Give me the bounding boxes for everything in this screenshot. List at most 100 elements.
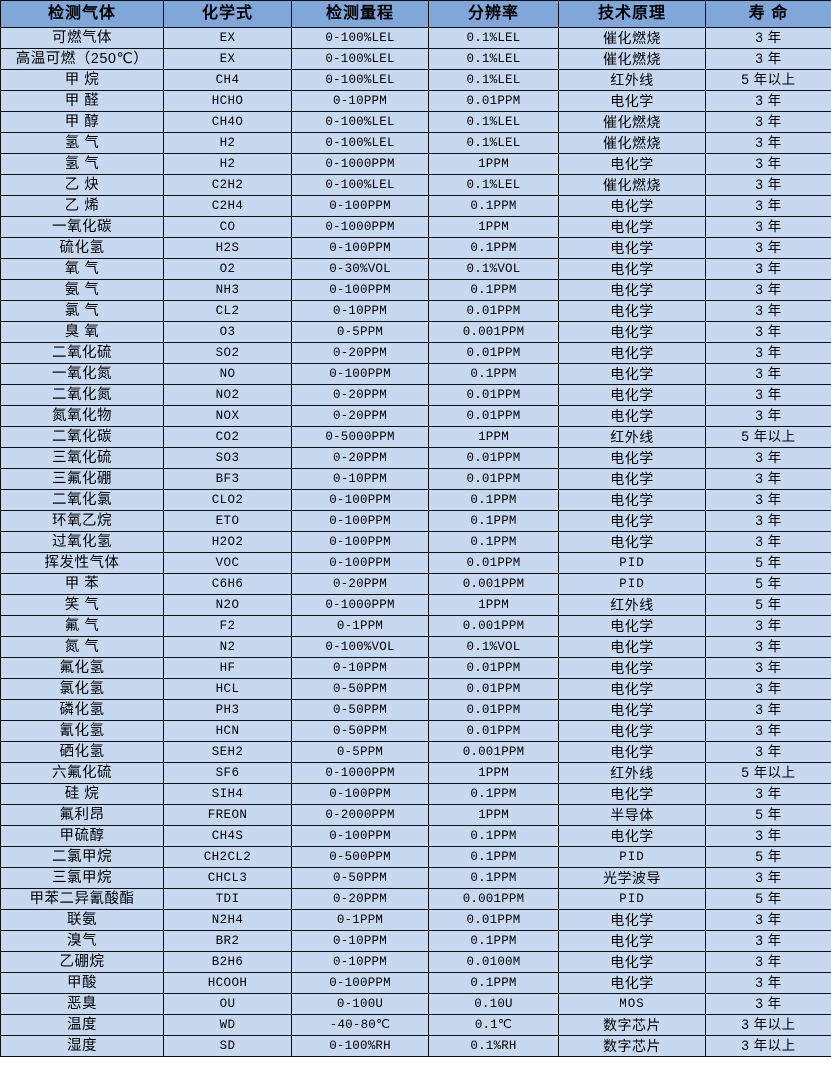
cell-lifespan: 3 年 bbox=[705, 930, 831, 952]
cell-gas: 氯化氢 bbox=[0, 678, 164, 700]
cell-range: 0-100%LEL bbox=[291, 111, 429, 133]
cell-technology: MOS bbox=[558, 993, 706, 1015]
cell-range: 0-100PPM bbox=[291, 489, 429, 511]
cell-gas: 甲酸 bbox=[0, 972, 164, 994]
column-header-lifespan: 寿 命 bbox=[705, 0, 831, 28]
cell-lifespan: 3 年 bbox=[705, 237, 831, 259]
cell-formula: SD bbox=[163, 1035, 292, 1057]
cell-gas: 氯 气 bbox=[0, 300, 164, 322]
cell-resolution: 1PPM bbox=[428, 216, 559, 238]
cell-technology: 电化学 bbox=[558, 951, 706, 973]
cell-gas: 乙 烯 bbox=[0, 195, 164, 217]
cell-technology: 催化燃烧 bbox=[558, 48, 706, 70]
cell-formula: NO2 bbox=[163, 384, 292, 406]
cell-resolution: 0.10U bbox=[428, 993, 559, 1015]
cell-range: 0-100%VOL bbox=[291, 636, 429, 658]
cell-formula: NO bbox=[163, 363, 292, 385]
cell-resolution: 0.01PPM bbox=[428, 552, 559, 574]
table-row: 二氧化氯 CLO2 0-100PPM 0.1PPM 电化学 3 年 bbox=[0, 489, 831, 511]
cell-resolution: 0.1%VOL bbox=[428, 258, 559, 280]
cell-resolution: 0.01PPM bbox=[428, 657, 559, 679]
table-row: 甲硫醇 CH4S 0-100PPM 0.1PPM 电化学 3 年 bbox=[0, 825, 831, 847]
cell-technology: 电化学 bbox=[558, 300, 706, 322]
cell-gas: 氮氧化物 bbox=[0, 405, 164, 427]
cell-gas: 溴气 bbox=[0, 930, 164, 952]
cell-lifespan: 3 年 bbox=[705, 300, 831, 322]
column-header-resolution: 分辨率 bbox=[428, 0, 559, 28]
cell-gas: 臭 氧 bbox=[0, 321, 164, 343]
table-row: 溴气 BR2 0-10PPM 0.1PPM 电化学 3 年 bbox=[0, 930, 831, 952]
cell-formula: H2O2 bbox=[163, 531, 292, 553]
cell-gas: 硅 烷 bbox=[0, 783, 164, 805]
cell-technology: 数字芯片 bbox=[558, 1035, 706, 1057]
cell-range: 0-10PPM bbox=[291, 951, 429, 973]
cell-range: 0-30%VOL bbox=[291, 258, 429, 280]
cell-gas: 氟利昂 bbox=[0, 804, 164, 826]
cell-range: 0-100%LEL bbox=[291, 132, 429, 154]
cell-lifespan: 3 年 bbox=[705, 699, 831, 721]
cell-range: 0-5000PPM bbox=[291, 426, 429, 448]
cell-range: 0-100PPM bbox=[291, 363, 429, 385]
cell-resolution: 0.1PPM bbox=[428, 930, 559, 952]
cell-range: 0-1000PPM bbox=[291, 216, 429, 238]
table-row: 恶臭 OU 0-100U 0.10U MOS 3 年 bbox=[0, 993, 831, 1015]
cell-technology: 红外线 bbox=[558, 762, 706, 784]
cell-technology: 数字芯片 bbox=[558, 1014, 706, 1036]
table-row: 甲 苯 C6H6 0-20PPM 0.001PPM PID 5 年 bbox=[0, 573, 831, 595]
cell-lifespan: 3 年 bbox=[705, 258, 831, 280]
cell-formula: C6H6 bbox=[163, 573, 292, 595]
cell-lifespan: 5 年 bbox=[705, 888, 831, 910]
cell-technology: 催化燃烧 bbox=[558, 111, 706, 133]
table-body: 可燃气体 EX 0-100%LEL 0.1%LEL 催化燃烧 3 年高温可燃（250℃） E… bbox=[0, 27, 831, 1057]
cell-gas: 氟 气 bbox=[0, 615, 164, 637]
cell-formula: H2 bbox=[163, 153, 292, 175]
cell-formula: SO2 bbox=[163, 342, 292, 364]
cell-lifespan: 5 年 bbox=[705, 804, 831, 826]
cell-gas: 可燃气体 bbox=[0, 27, 164, 49]
cell-gas: 二氧化氯 bbox=[0, 489, 164, 511]
cell-lifespan: 3 年 bbox=[705, 741, 831, 763]
cell-resolution: 0.001PPM bbox=[428, 615, 559, 637]
table-row: 乙 炔 C2H2 0-100%LEL 0.1%LEL 催化燃烧 3 年 bbox=[0, 174, 831, 196]
table-row: 三氟化硼 BF3 0-10PPM 0.01PPM 电化学 3 年 bbox=[0, 468, 831, 490]
cell-resolution: 0.1%RH bbox=[428, 1035, 559, 1057]
cell-formula: SIH4 bbox=[163, 783, 292, 805]
cell-gas: 甲 烷 bbox=[0, 69, 164, 91]
cell-formula: N2H4 bbox=[163, 909, 292, 931]
cell-gas: 二氯甲烷 bbox=[0, 846, 164, 868]
cell-range: 0-1000PPM bbox=[291, 594, 429, 616]
cell-range: 0-10PPM bbox=[291, 468, 429, 490]
cell-range: 0-10PPM bbox=[291, 90, 429, 112]
cell-resolution: 0.1PPM bbox=[428, 237, 559, 259]
cell-gas: 一氧化氮 bbox=[0, 363, 164, 385]
cell-gas: 三氯甲烷 bbox=[0, 867, 164, 889]
table-row: 硫化氢 H2S 0-100PPM 0.1PPM 电化学 3 年 bbox=[0, 237, 831, 259]
cell-formula: CH2CL2 bbox=[163, 846, 292, 868]
cell-range: 0-100PPM bbox=[291, 552, 429, 574]
cell-resolution: 0.001PPM bbox=[428, 888, 559, 910]
cell-resolution: 1PPM bbox=[428, 804, 559, 826]
cell-technology: 电化学 bbox=[558, 447, 706, 469]
cell-formula: WD bbox=[163, 1014, 292, 1036]
cell-lifespan: 3 年 bbox=[705, 363, 831, 385]
cell-technology: 电化学 bbox=[558, 384, 706, 406]
cell-lifespan: 3 年 bbox=[705, 342, 831, 364]
cell-formula: HCHO bbox=[163, 90, 292, 112]
table-row: 甲苯二异氰酸酯 TDI 0-20PPM 0.001PPM PID 5 年 bbox=[0, 888, 831, 910]
cell-resolution: 0.1%LEL bbox=[428, 174, 559, 196]
table-row: 三氯甲烷 CHCL3 0-50PPM 0.1PPM 光学波导 3 年 bbox=[0, 867, 831, 889]
cell-range: 0-100PPM bbox=[291, 237, 429, 259]
cell-lifespan: 3 年 bbox=[705, 657, 831, 679]
cell-resolution: 0.01PPM bbox=[428, 300, 559, 322]
cell-technology: 电化学 bbox=[558, 342, 706, 364]
cell-range: 0-1000PPM bbox=[291, 153, 429, 175]
cell-range: 0-50PPM bbox=[291, 720, 429, 742]
cell-lifespan: 5 年以上 bbox=[705, 69, 831, 91]
cell-range: -40-80℃ bbox=[291, 1014, 429, 1036]
cell-lifespan: 3 年 bbox=[705, 678, 831, 700]
cell-gas: 磷化氢 bbox=[0, 699, 164, 721]
cell-technology: 电化学 bbox=[558, 258, 706, 280]
cell-lifespan: 5 年 bbox=[705, 594, 831, 616]
cell-lifespan: 3 年 bbox=[705, 174, 831, 196]
